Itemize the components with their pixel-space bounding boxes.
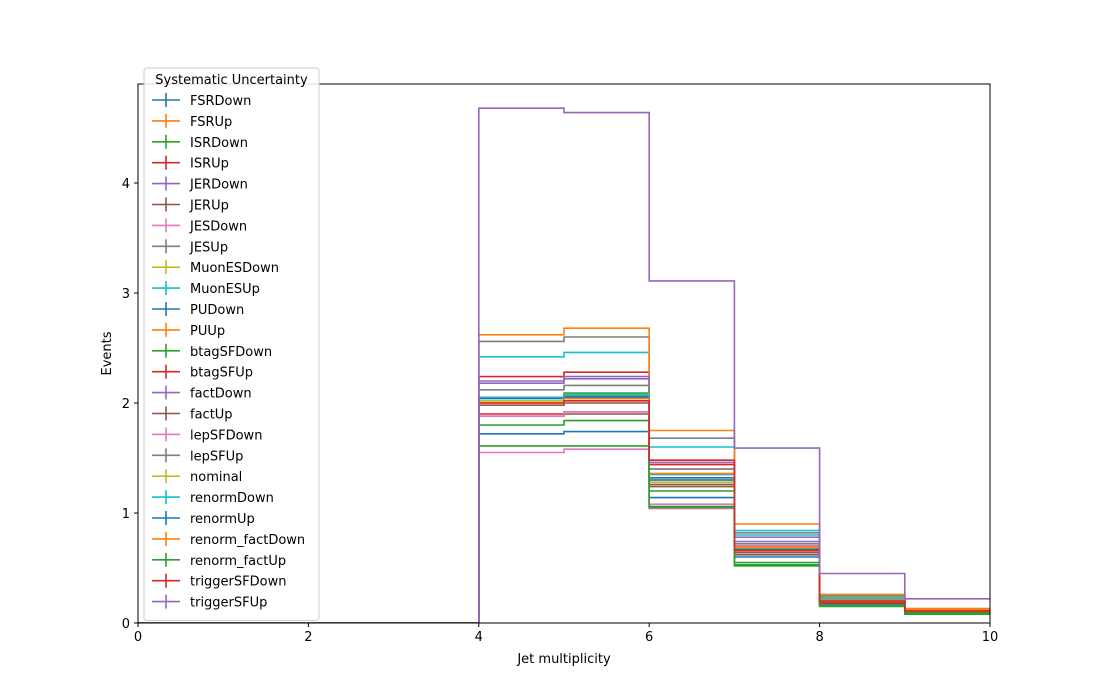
x-tick-label: 8 <box>815 630 823 645</box>
legend-entry-JERUp: JERUp <box>152 197 229 214</box>
legend-entry-JESDown: JESDown <box>152 218 247 234</box>
legend-label: lepSFUp <box>190 449 243 464</box>
legend-label: JESUp <box>189 240 228 255</box>
y-tick-label: 3 <box>122 287 130 302</box>
x-tick-label: 10 <box>982 630 999 645</box>
legend-label: renorm_factUp <box>190 554 286 569</box>
legend-entry-nominal: nominal <box>152 469 242 485</box>
series-line-renorm_factUp <box>138 445 990 623</box>
legend-label: triggerSFDown <box>190 575 286 590</box>
legend-label: btagSFDown <box>190 345 272 360</box>
legend-label: renormDown <box>190 491 274 506</box>
legend-title: Systematic Uncertainty <box>155 73 308 88</box>
legend-label: ISRDown <box>190 136 248 151</box>
legend-label: MuonESUp <box>190 282 260 297</box>
legend-entry-FSRUp: FSRUp <box>152 113 232 130</box>
legend-entry-renorm_factDown: renorm_factDown <box>152 531 305 548</box>
legend-entry-MuonESDown: MuonESDown <box>152 260 279 276</box>
series-line-renormDown <box>138 393 990 623</box>
legend-entry-PUUp: PUUp <box>152 322 225 339</box>
legend-label: JERUp <box>189 199 229 214</box>
legend-entry-btagSFDown: btagSFDown <box>152 343 272 360</box>
x-tick-label: 0 <box>134 630 142 645</box>
x-axis: 0 2 4 6 8 10 <box>134 623 998 645</box>
series-line-PUUp <box>138 327 990 623</box>
legend-entry-renorm_factUp: renorm_factUp <box>152 552 286 569</box>
series-layer <box>138 107 990 623</box>
legend-label: ISRUp <box>190 157 229 172</box>
legend-entry-renormUp: renormUp <box>152 511 255 527</box>
legend-entry-triggerSFUp: triggerSFUp <box>152 594 267 611</box>
legend-label: factUp <box>190 408 233 423</box>
y-tick-label: 2 <box>122 397 130 412</box>
legend-entry-factDown: factDown <box>152 385 252 402</box>
legend: Systematic Uncertainty FSRDown FSRUp ISRDow… <box>143 67 320 621</box>
legend-label: PUUp <box>190 324 225 339</box>
y-axis: 0 1 2 3 4 <box>122 177 138 632</box>
y-tick-label: 0 <box>122 617 130 632</box>
legend-entry-JERDown: JERDown <box>152 176 248 193</box>
x-tick-label: 6 <box>645 630 653 645</box>
legend-box <box>143 67 320 621</box>
legend-label: JERDown <box>189 178 248 193</box>
legend-entry-JESUp: JESUp <box>152 239 228 255</box>
legend-label: factDown <box>190 387 252 402</box>
legend-entry-factUp: factUp <box>152 406 233 423</box>
legend-entry-MuonESUp: MuonESUp <box>152 281 260 297</box>
legend-label: triggerSFUp <box>190 596 267 611</box>
legend-entry-ISRUp: ISRUp <box>152 155 229 172</box>
legend-entry-renormDown: renormDown <box>152 490 274 506</box>
x-tick-label: 4 <box>475 630 483 645</box>
axes-frame <box>137 83 991 624</box>
legend-label: btagSFUp <box>190 366 253 381</box>
legend-entry-btagSFUp: btagSFUp <box>152 364 253 381</box>
legend-entry-PUDown: PUDown <box>152 302 244 318</box>
legend-entry-lepSFUp: lepSFUp <box>152 448 243 464</box>
legend-entry-ISRDown: ISRDown <box>152 134 248 151</box>
y-axis-label: Events <box>100 331 115 375</box>
legend-label: renorm_factDown <box>190 533 305 548</box>
series-line-renorm_factDown <box>138 397 990 623</box>
x-tick-label: 2 <box>304 630 312 645</box>
legend-label: JESDown <box>189 219 247 234</box>
legend-entry-lepSFDown: lepSFDown <box>152 427 262 443</box>
legend-label: PUDown <box>190 303 244 318</box>
legend-label: renormUp <box>190 512 255 527</box>
y-tick-label: 1 <box>122 507 130 522</box>
legend-label: FSRDown <box>190 94 251 109</box>
legend-label: MuonESDown <box>190 261 279 276</box>
series-line-triggerSFUp <box>138 107 990 623</box>
legend-label: nominal <box>190 470 242 485</box>
legend-label: lepSFDown <box>190 428 262 443</box>
legend-entry-FSRDown: FSRDown <box>152 93 251 109</box>
legend-label: FSRUp <box>190 115 232 130</box>
legend-entry-triggerSFDown: triggerSFDown <box>152 573 286 590</box>
series-line-triggerSFDown <box>138 400 990 623</box>
y-tick-label: 4 <box>122 177 130 192</box>
x-axis-label: Jet multiplicity <box>516 652 611 667</box>
